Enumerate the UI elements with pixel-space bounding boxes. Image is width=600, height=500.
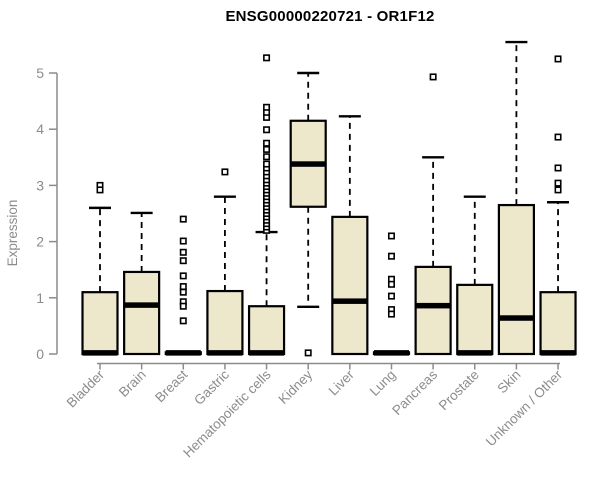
outlier-breast bbox=[179, 288, 187, 296]
median-skin bbox=[498, 315, 534, 321]
y-tick-label: 5 bbox=[36, 65, 44, 81]
box-skin bbox=[497, 203, 535, 356]
x-tick-label-liver: Liver bbox=[326, 367, 358, 399]
box-bladder bbox=[81, 291, 119, 356]
outlier-lung bbox=[387, 252, 395, 260]
y-tick-label: 4 bbox=[36, 121, 44, 137]
y-tick-label: 2 bbox=[36, 234, 44, 250]
x-tick-label-skin: Skin bbox=[494, 367, 523, 396]
box-prostate bbox=[456, 283, 494, 356]
median-hematopoietic-cells bbox=[249, 350, 285, 356]
x-tick-label-lung: Lung bbox=[367, 367, 399, 399]
x-tick-label-kidney: Kidney bbox=[276, 367, 316, 407]
outlier-hematopoietic-cells bbox=[263, 139, 271, 147]
outlier-kidney bbox=[304, 349, 312, 357]
median-gastric bbox=[207, 350, 243, 356]
outlier-unknown-other bbox=[554, 179, 562, 187]
x-tick-label-breast: Breast bbox=[152, 367, 190, 405]
x-tick-label-gastric: Gastric bbox=[191, 367, 232, 408]
median-brain bbox=[124, 302, 160, 308]
outlier-hematopoietic-cells bbox=[263, 145, 271, 153]
y-tick-label: 0 bbox=[36, 346, 44, 362]
outlier-breast bbox=[179, 272, 187, 280]
x-tick-label-pancreas: Pancreas bbox=[389, 367, 440, 418]
outlier-breast bbox=[179, 237, 187, 245]
outlier-lung bbox=[387, 292, 395, 300]
box-brain bbox=[123, 270, 161, 356]
y-tick-label: 3 bbox=[36, 177, 44, 193]
outlier-breast bbox=[179, 317, 187, 325]
median-unknown-other bbox=[540, 350, 576, 356]
median-prostate bbox=[457, 350, 493, 356]
x-tick-label-unknown-other: Unknown / Other bbox=[483, 367, 566, 450]
outlier-breast bbox=[179, 302, 187, 310]
median-bladder bbox=[82, 350, 118, 356]
outlier-breast bbox=[179, 248, 187, 256]
x-tick-label-prostate: Prostate bbox=[436, 367, 482, 413]
x-tick-label-brain: Brain bbox=[116, 367, 149, 400]
median-liver bbox=[332, 298, 368, 304]
outlier-unknown-other bbox=[554, 164, 562, 172]
outlier-hematopoietic-cells bbox=[263, 103, 271, 111]
chart-title: ENSG00000220721 - OR1F12 bbox=[225, 8, 435, 25]
box-hematopoietic-cells bbox=[247, 305, 286, 356]
outlier-breast bbox=[179, 283, 187, 291]
median-kidney bbox=[290, 161, 326, 167]
box-pancreas bbox=[414, 265, 452, 356]
outlier-unknown-other bbox=[554, 186, 562, 194]
y-tick-label: 1 bbox=[36, 290, 44, 306]
outlier-lung bbox=[387, 232, 395, 240]
outlier-pancreas bbox=[429, 73, 437, 81]
outlier-hematopoietic-cells bbox=[263, 160, 271, 168]
outlier-breast bbox=[179, 257, 187, 265]
outlier-hematopoietic-cells bbox=[263, 54, 271, 62]
outlier-unknown-other bbox=[554, 133, 562, 141]
outlier-lung bbox=[387, 310, 395, 318]
outlier-gastric bbox=[221, 168, 229, 176]
outlier-bladder bbox=[96, 186, 104, 194]
box-gastric bbox=[206, 289, 244, 356]
median-lung bbox=[373, 350, 409, 356]
outlier-breast bbox=[179, 215, 187, 223]
box-liver bbox=[331, 215, 369, 356]
outlier-lung bbox=[387, 280, 395, 288]
outlier-hematopoietic-cells bbox=[263, 126, 271, 134]
median-pancreas bbox=[415, 302, 451, 309]
box-unknown-other bbox=[539, 291, 577, 356]
outlier-unknown-other bbox=[554, 55, 562, 63]
median-breast bbox=[165, 350, 201, 356]
outlier-hematopoietic-cells bbox=[263, 153, 271, 161]
x-tick-label-bladder: Bladder bbox=[64, 367, 108, 411]
